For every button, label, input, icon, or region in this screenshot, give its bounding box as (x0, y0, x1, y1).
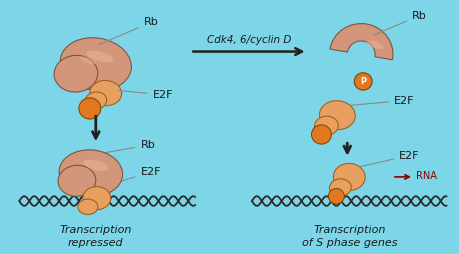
Text: Cdk4, 6/cyclin D: Cdk4, 6/cyclin D (206, 35, 291, 45)
Ellipse shape (78, 199, 98, 215)
Ellipse shape (59, 150, 123, 196)
Ellipse shape (333, 163, 364, 190)
Ellipse shape (319, 101, 354, 130)
Text: Rb: Rb (91, 140, 155, 155)
Ellipse shape (83, 186, 111, 210)
Ellipse shape (58, 165, 95, 196)
Circle shape (79, 98, 101, 119)
Text: Rb: Rb (98, 18, 158, 45)
Ellipse shape (366, 40, 383, 49)
Ellipse shape (79, 56, 96, 64)
Wedge shape (329, 24, 392, 60)
Text: Transcription
repressed: Transcription repressed (60, 225, 132, 248)
Text: P: P (359, 77, 365, 86)
Text: E2F: E2F (359, 151, 419, 167)
Text: RNA: RNA (415, 171, 436, 181)
Ellipse shape (85, 92, 106, 109)
Ellipse shape (60, 38, 131, 90)
Circle shape (353, 73, 371, 90)
Text: Transcription
of S phase genes: Transcription of S phase genes (301, 225, 396, 248)
Circle shape (328, 188, 343, 204)
Circle shape (311, 125, 330, 144)
Ellipse shape (314, 116, 337, 135)
Text: Rb: Rb (373, 11, 425, 35)
Text: E2F: E2F (118, 90, 173, 100)
Ellipse shape (86, 51, 113, 62)
Text: E2F: E2F (349, 96, 414, 106)
Ellipse shape (329, 179, 351, 196)
Ellipse shape (90, 81, 121, 106)
Text: E2F: E2F (106, 167, 161, 186)
Ellipse shape (83, 160, 108, 171)
Ellipse shape (54, 55, 98, 92)
